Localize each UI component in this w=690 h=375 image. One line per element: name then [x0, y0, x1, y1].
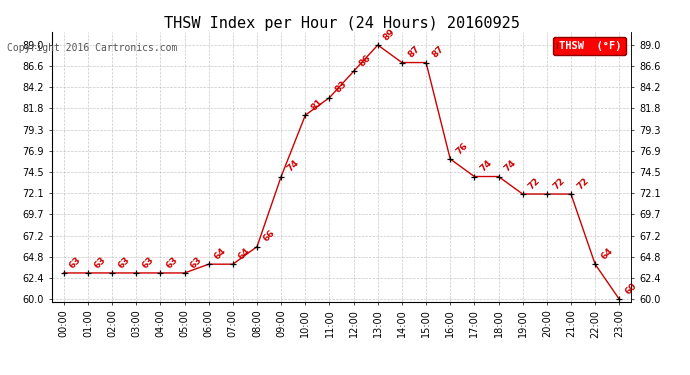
Text: 83: 83: [334, 80, 349, 95]
Point: [614, 296, 625, 302]
Point: [566, 191, 577, 197]
Text: 64: 64: [237, 246, 253, 261]
Point: [251, 244, 262, 250]
Text: 76: 76: [455, 141, 470, 156]
Point: [130, 270, 142, 276]
Text: 63: 63: [92, 255, 108, 270]
Text: 63: 63: [117, 255, 132, 270]
Text: Copyright 2016 Cartronics.com: Copyright 2016 Cartronics.com: [7, 43, 177, 52]
Point: [373, 42, 384, 48]
Text: 64: 64: [600, 246, 615, 261]
Point: [228, 261, 239, 267]
Text: 74: 74: [503, 158, 518, 174]
Point: [324, 94, 335, 100]
Point: [276, 174, 287, 180]
Text: 72: 72: [527, 176, 542, 191]
Point: [469, 174, 480, 180]
Text: 74: 74: [286, 158, 301, 174]
Text: 81: 81: [310, 97, 325, 112]
Point: [348, 68, 359, 74]
Point: [396, 60, 407, 66]
Text: 63: 63: [189, 255, 204, 270]
Text: 64: 64: [213, 246, 228, 261]
Point: [589, 261, 600, 267]
Text: 63: 63: [141, 255, 156, 270]
Text: 89: 89: [382, 27, 397, 42]
Text: 63: 63: [165, 255, 180, 270]
Text: 74: 74: [479, 158, 494, 174]
Text: 63: 63: [68, 255, 83, 270]
Point: [58, 270, 69, 276]
Text: 66: 66: [262, 229, 277, 244]
Point: [518, 191, 529, 197]
Title: THSW Index per Hour (24 Hours) 20160925: THSW Index per Hour (24 Hours) 20160925: [164, 16, 520, 31]
Legend: THSW  (°F): THSW (°F): [553, 37, 626, 56]
Text: 72: 72: [575, 176, 591, 191]
Point: [155, 270, 166, 276]
Point: [420, 60, 432, 66]
Text: 87: 87: [406, 45, 422, 60]
Point: [179, 270, 190, 276]
Point: [493, 174, 504, 180]
Point: [542, 191, 553, 197]
Point: [444, 156, 455, 162]
Point: [106, 270, 117, 276]
Text: 87: 87: [431, 45, 446, 60]
Point: [299, 112, 310, 118]
Text: 72: 72: [551, 176, 566, 191]
Text: 60: 60: [624, 281, 638, 297]
Text: 86: 86: [358, 53, 373, 69]
Point: [203, 261, 214, 267]
Point: [83, 270, 94, 276]
